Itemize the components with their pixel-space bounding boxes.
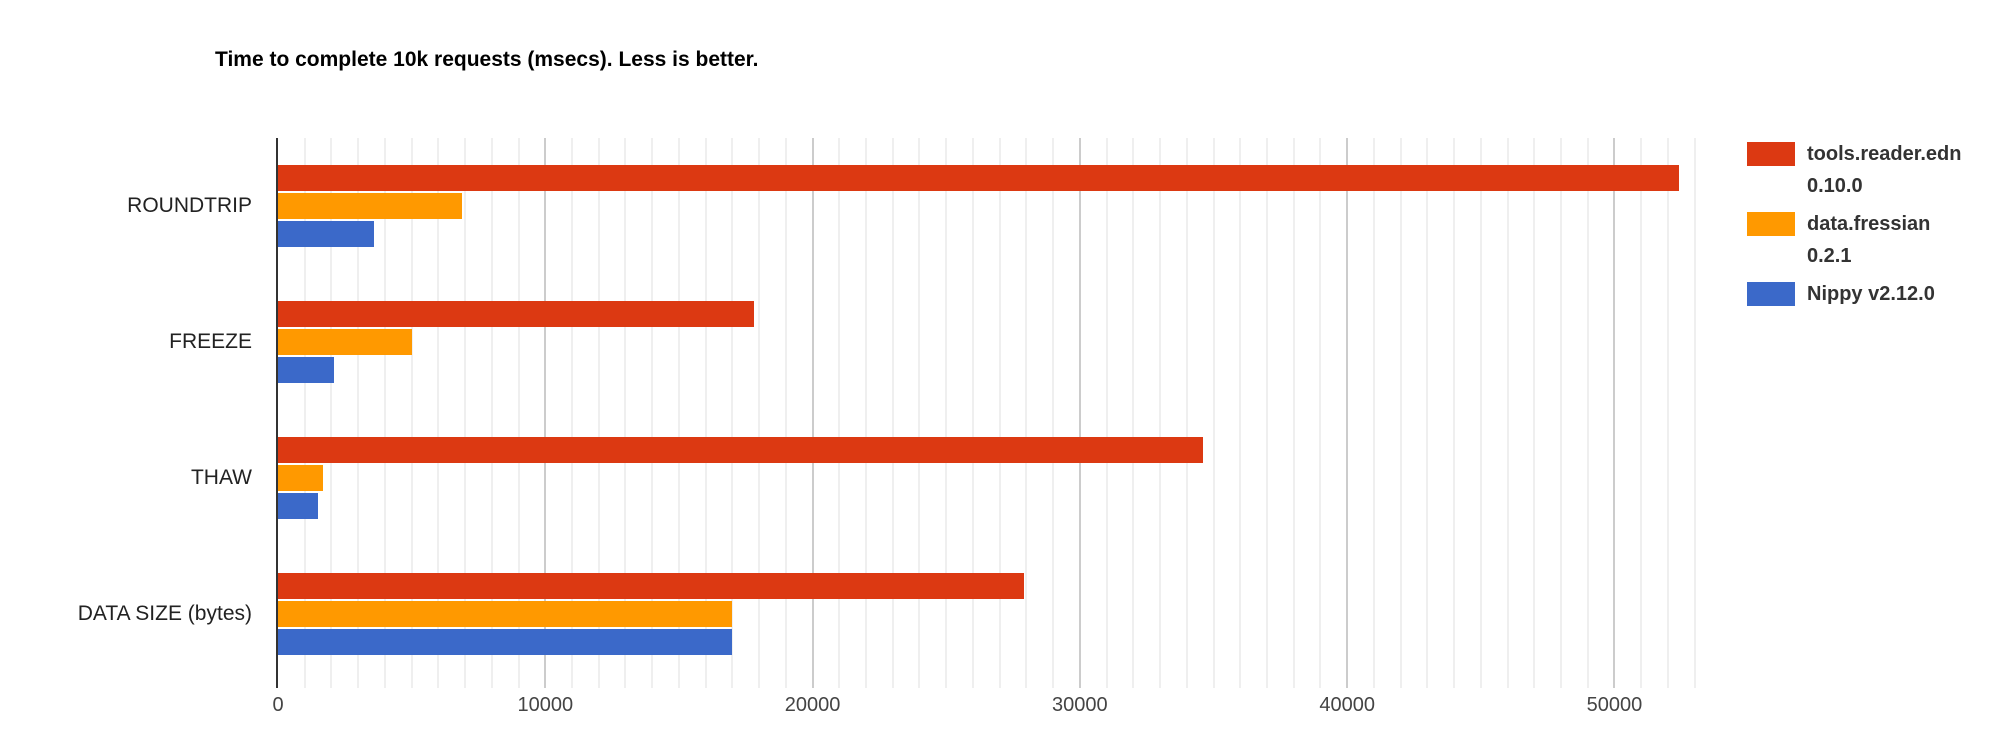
legend-swatch xyxy=(1747,212,1795,236)
major-gridline xyxy=(1078,138,1081,688)
value-axis-baseline xyxy=(276,138,278,688)
minor-gridline xyxy=(1666,138,1669,688)
minor-gridline xyxy=(624,138,627,688)
bar xyxy=(278,221,374,247)
chart-title: Time to complete 10k requests (msecs). L… xyxy=(215,48,759,71)
minor-gridline xyxy=(1453,138,1456,688)
minor-gridline xyxy=(918,138,921,688)
bar xyxy=(278,601,732,627)
value-tick-label: 20000 xyxy=(784,694,841,716)
category-label: THAW xyxy=(190,466,252,489)
bar xyxy=(278,465,323,491)
value-tick-label: 40000 xyxy=(1319,694,1375,716)
minor-gridline xyxy=(1372,138,1375,688)
minor-gridline xyxy=(838,138,841,688)
minor-gridline xyxy=(517,138,520,688)
minor-gridline xyxy=(1185,138,1188,688)
value-tick-label: 50000 xyxy=(1586,694,1643,716)
bar xyxy=(278,193,462,219)
minor-gridline xyxy=(1533,138,1536,688)
minor-gridline xyxy=(945,138,948,688)
minor-gridline xyxy=(865,138,868,688)
minor-gridline xyxy=(357,138,360,688)
legend-item: tools.reader.edn 0.10.0 xyxy=(1747,138,1962,202)
bar xyxy=(278,357,334,383)
minor-gridline xyxy=(464,138,467,688)
legend-item: data.fressian 0.2.1 xyxy=(1747,208,1930,272)
value-tick-label: 10000 xyxy=(517,694,574,716)
minor-gridline xyxy=(971,138,974,688)
minor-gridline xyxy=(1025,138,1028,688)
category-label: ROUNDTRIP xyxy=(127,194,252,217)
minor-gridline xyxy=(1586,138,1589,688)
minor-gridline xyxy=(731,138,734,688)
minor-gridline xyxy=(1693,138,1696,688)
minor-gridline xyxy=(597,138,600,688)
legend-swatch xyxy=(1747,282,1795,306)
bar xyxy=(278,437,1203,463)
minor-gridline xyxy=(891,138,894,688)
minor-gridline xyxy=(758,138,761,688)
minor-gridline xyxy=(651,138,654,688)
minor-gridline xyxy=(1319,138,1322,688)
minor-gridline xyxy=(1506,138,1509,688)
minor-gridline xyxy=(1052,138,1055,688)
legend-label: tools.reader.edn 0.10.0 xyxy=(1807,143,1962,197)
bar xyxy=(278,629,732,655)
legend-item: Nippy v2.12.0 xyxy=(1747,278,1935,310)
value-tick-label: 30000 xyxy=(1052,694,1108,716)
value-tick-label: 0 xyxy=(272,694,284,716)
minor-gridline xyxy=(410,138,413,688)
minor-gridline xyxy=(1399,138,1402,688)
major-gridline xyxy=(1346,138,1349,688)
major-gridline xyxy=(544,138,547,688)
minor-gridline xyxy=(1292,138,1295,688)
minor-gridline xyxy=(1212,138,1215,688)
minor-gridline xyxy=(704,138,707,688)
major-gridline xyxy=(811,138,814,688)
bar xyxy=(278,573,1024,599)
minor-gridline xyxy=(490,138,493,688)
bar xyxy=(278,165,1679,191)
minor-gridline xyxy=(998,138,1001,688)
minor-gridline xyxy=(1239,138,1242,688)
minor-gridline xyxy=(1132,138,1135,688)
minor-gridline xyxy=(1426,138,1429,688)
category-label: DATA SIZE (bytes) xyxy=(77,602,252,625)
legend-swatch xyxy=(1747,142,1795,166)
minor-gridline xyxy=(1105,138,1108,688)
minor-gridline xyxy=(383,138,386,688)
legend-label: Nippy v2.12.0 xyxy=(1807,283,1935,305)
category-label: FREEZE xyxy=(169,330,252,353)
bar xyxy=(278,301,754,327)
minor-gridline xyxy=(330,138,333,688)
minor-gridline xyxy=(1640,138,1643,688)
bar xyxy=(278,493,318,519)
minor-gridline xyxy=(303,138,306,688)
minor-gridline xyxy=(1479,138,1482,688)
minor-gridline xyxy=(1559,138,1562,688)
minor-gridline xyxy=(571,138,574,688)
major-gridline xyxy=(1613,138,1616,688)
minor-gridline xyxy=(784,138,787,688)
legend-label: data.fressian 0.2.1 xyxy=(1807,213,1931,267)
bar xyxy=(278,329,412,355)
minor-gridline xyxy=(437,138,440,688)
minor-gridline xyxy=(1159,138,1162,688)
minor-gridline xyxy=(1265,138,1268,688)
minor-gridline xyxy=(677,138,680,688)
